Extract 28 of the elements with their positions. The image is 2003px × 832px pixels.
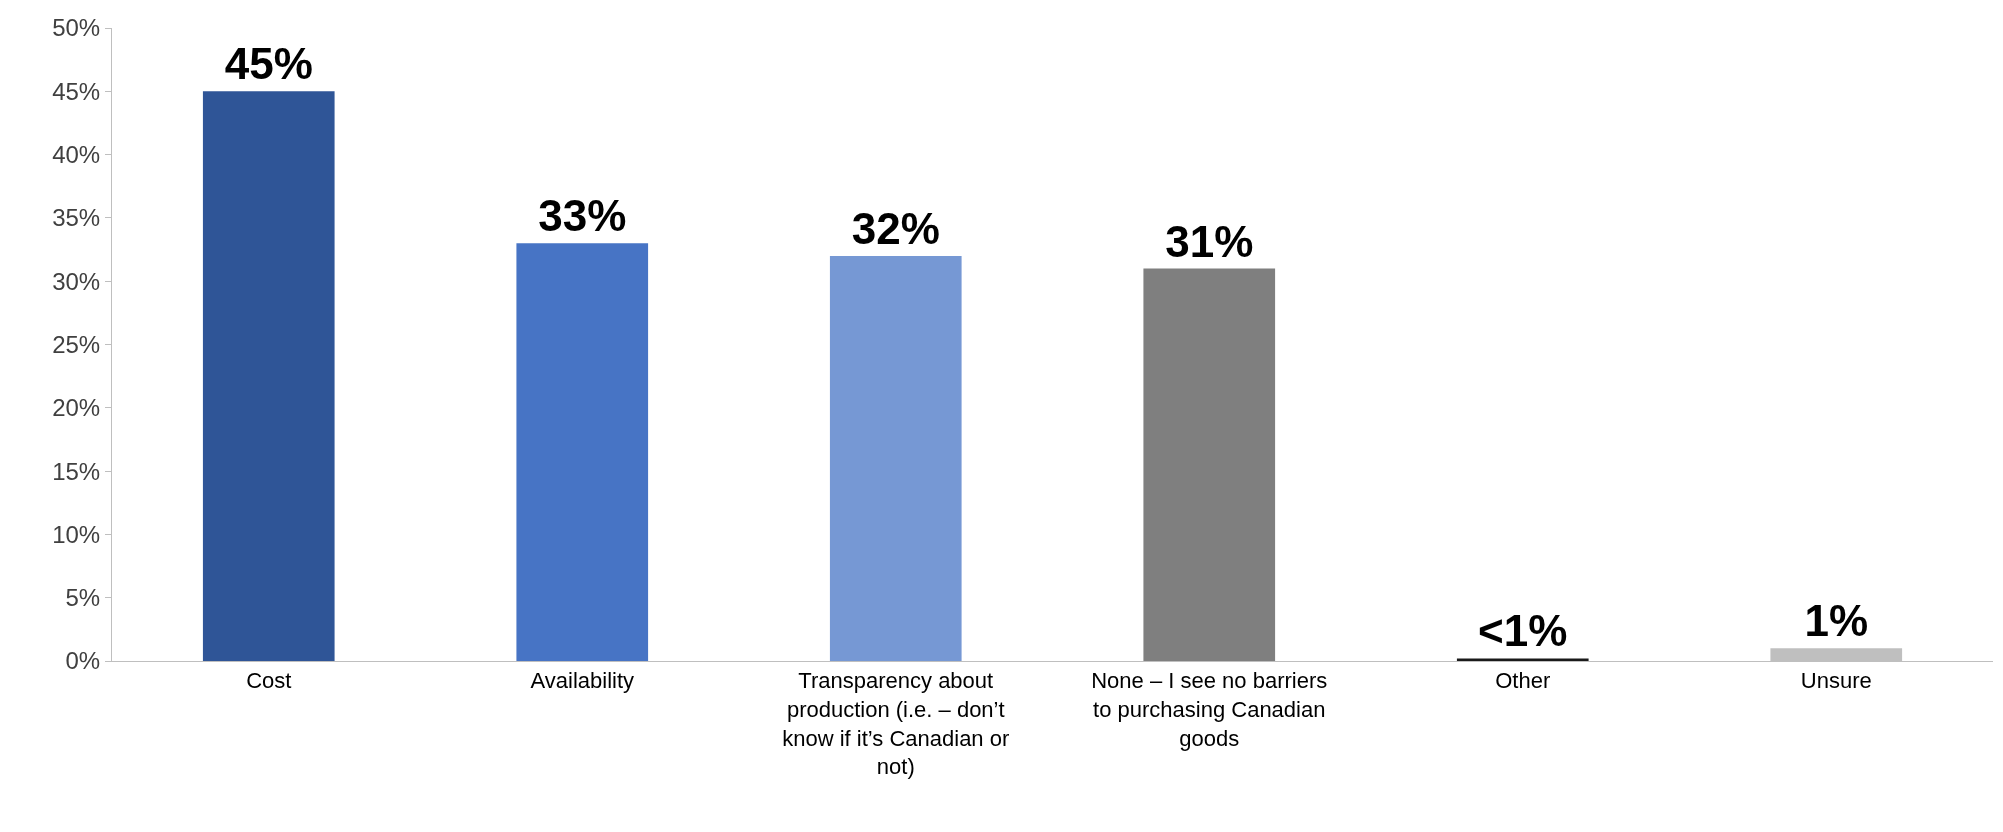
data-label: 32% — [851, 203, 940, 253]
data-label: 45% — [224, 39, 313, 89]
x-tick-label: Transparency about production (i.e. – don’t know if it’s Canadian or not) — [782, 668, 1010, 780]
bar — [1143, 268, 1276, 661]
y-tick-label: 40% — [52, 141, 101, 168]
x-tick-label: Cost — [246, 668, 292, 694]
bar — [829, 255, 962, 661]
y-tick-label: 25% — [52, 330, 101, 358]
y-tick-label: 35% — [52, 204, 101, 232]
bar — [1456, 658, 1589, 661]
y-tick-label: 15% — [52, 457, 101, 485]
y-tick-label: 30% — [52, 267, 101, 295]
x-tick-label: Availability — [530, 668, 635, 694]
y-tick-label: 20% — [52, 394, 101, 422]
y-tick-label: 50% — [52, 14, 101, 42]
x-tick-label: Other — [1495, 668, 1551, 694]
data-label: 31% — [1165, 216, 1254, 266]
data-label: 33% — [538, 191, 627, 241]
y-tick-label: 5% — [65, 584, 101, 612]
y-tick-label: 0% — [65, 647, 101, 675]
x-tick-label: Unsure — [1800, 668, 1872, 694]
x-tick-label: None – I see no barriers to purchasing Canadian goods — [1091, 668, 1328, 751]
data-label: 1% — [1804, 596, 1869, 646]
y-tick-label: 10% — [52, 520, 101, 548]
bar — [516, 243, 649, 661]
data-label: <1% — [1478, 606, 1568, 656]
y-tick-label: 45% — [52, 77, 101, 105]
bar — [202, 91, 335, 661]
